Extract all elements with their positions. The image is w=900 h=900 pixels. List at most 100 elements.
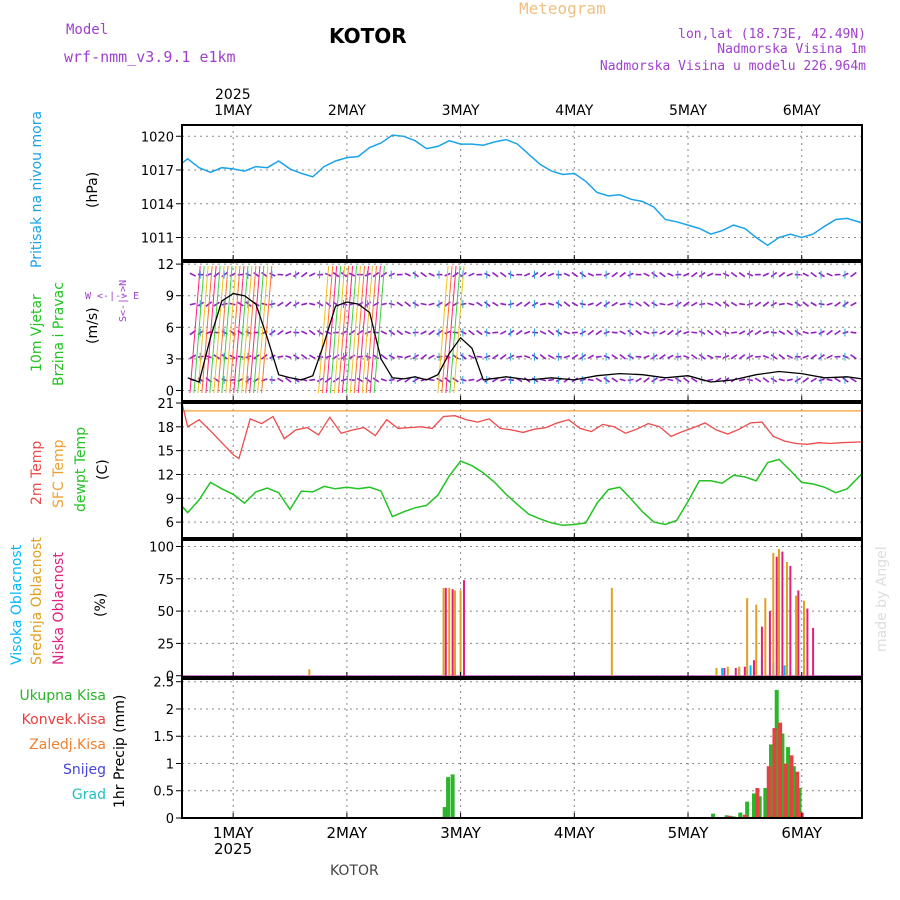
wind-direction-barb: [683, 272, 690, 277]
wind-direction-barb: [707, 272, 714, 277]
cloud-frame: [181, 539, 863, 678]
wind-direction-barb: [428, 354, 435, 360]
wind-gust-hatch: [441, 265, 453, 394]
wind-direction-barb: [699, 302, 706, 306]
wind-direction-barb: [786, 302, 793, 306]
wind-direction-barb: [739, 302, 746, 306]
wind-direction-barb: [667, 272, 674, 277]
wind-direction-barb: [698, 353, 706, 360]
wind-direction-barb: [388, 354, 396, 360]
wind-direction-barb: [690, 354, 698, 360]
wind-direction-barb: [802, 330, 809, 335]
wind-direction-barb: [300, 271, 308, 278]
wind-direction-barb: [826, 378, 833, 382]
wind-direction-barb: [738, 378, 746, 382]
wind-direction-barb: [850, 354, 857, 360]
wind-gust-hatch: [205, 265, 217, 394]
wind-direction-barb: [292, 271, 300, 278]
wind-direction-barb: [261, 271, 268, 278]
wind-direction-barb: [476, 355, 483, 358]
wind-direction-barb: [316, 301, 324, 307]
wind-direction-barb: [643, 377, 650, 383]
cloud-ytick-label: 0: [166, 670, 174, 685]
wind-direction-barb: [595, 301, 603, 307]
temp-ylabel-sfc: SFC Temp: [51, 439, 67, 508]
wind-direction-barb: [555, 329, 563, 336]
wind-direction-barb: [539, 330, 547, 335]
wind-direction-barb: [611, 301, 618, 307]
wind-gust-hatch: [373, 265, 385, 394]
temperature-ytick-label: 6: [166, 516, 174, 531]
wind-direction-barb: [460, 353, 467, 360]
wind-direction-barb: [762, 377, 770, 383]
wind-direction-barb: [555, 301, 563, 307]
wind-gust-hatch: [201, 265, 213, 394]
wind-direction-barb: [500, 378, 507, 382]
wind-direction-barb: [412, 354, 419, 360]
wind-direction-barb: [484, 330, 491, 335]
wind-gust-hatch: [365, 265, 377, 394]
wind-gust-hatch: [325, 265, 338, 394]
wind-direction-barb: [468, 378, 475, 382]
wind-direction-barb: [818, 302, 825, 306]
wind-direction-barb: [706, 329, 714, 336]
wind-direction-barb: [317, 355, 324, 358]
wind-direction-barb: [842, 377, 849, 383]
temp-2m-line: [181, 402, 863, 460]
pressure-ytick-label: 1017: [141, 164, 174, 179]
wind-direction-barb: [730, 354, 738, 360]
wind-direction-barb: [388, 378, 395, 382]
model-label: Model: [66, 22, 108, 38]
precip-ytick-label: 1: [166, 757, 174, 772]
wind-direction-barb: [690, 377, 698, 383]
dewpt-temp-line: [181, 458, 863, 527]
conv-precip-bar: [789, 755, 794, 818]
wind-direction-barb: [476, 329, 483, 336]
wind-direction-barb: [770, 271, 778, 278]
top-day-label: 5MAY: [669, 103, 707, 119]
wind-gust-hatch: [353, 265, 366, 394]
wind-direction-barb: [651, 271, 658, 278]
wind-direction-barb: [348, 354, 356, 360]
wind-direction-barb: [508, 272, 515, 277]
wind-direction-barb: [229, 272, 236, 277]
wind-direction-barb: [667, 329, 674, 336]
cloud-unit: (%): [93, 593, 109, 617]
wind-gust-hatch: [317, 265, 330, 394]
wind-direction-barb: [531, 354, 539, 360]
wind-direction-barb: [595, 355, 602, 358]
wind-direction-barb: [444, 330, 451, 335]
wind-direction-barb: [714, 301, 722, 307]
wind-direction-barb: [556, 355, 562, 358]
precip-legend-hail: Grad: [72, 787, 106, 803]
bottom-day-label: 5MAY: [668, 824, 710, 842]
wind-direction-barb: [468, 329, 475, 336]
wind-direction-barb: [325, 355, 332, 359]
wind-direction-barb: [770, 377, 778, 383]
total-precip-bar: [711, 813, 716, 818]
top-day-label: 1MAY: [214, 103, 252, 119]
wind-direction-barb: [643, 330, 650, 335]
model-elevation-text: Nadmorska Visina u modelu 226.964m: [600, 59, 866, 74]
wind-gust-hatch: [453, 265, 465, 394]
wind-direction-barb: [404, 301, 412, 307]
wind-direction-barb: [189, 302, 196, 306]
top-day-label: 3MAY: [442, 103, 480, 119]
wind-direction-barb: [802, 377, 810, 383]
wind-direction-barb: [651, 301, 658, 307]
wind-direction-barb: [722, 354, 730, 359]
wind-direction-barb: [603, 301, 611, 307]
wind-direction-barb: [659, 271, 666, 278]
wind-gust-hatch: [217, 265, 229, 394]
wind-direction-barb: [635, 329, 642, 336]
wind-direction-barb: [563, 301, 571, 307]
wind-direction-barb: [675, 329, 682, 336]
wind-direction-barb: [213, 271, 220, 278]
wind-direction-barb: [826, 354, 833, 359]
wind-direction-barb: [698, 271, 706, 278]
wind-unit: (m/s): [85, 307, 101, 344]
wind-direction-barb: [293, 301, 300, 307]
wind-direction-barb: [460, 330, 467, 335]
wind-direction-barb: [682, 301, 690, 307]
